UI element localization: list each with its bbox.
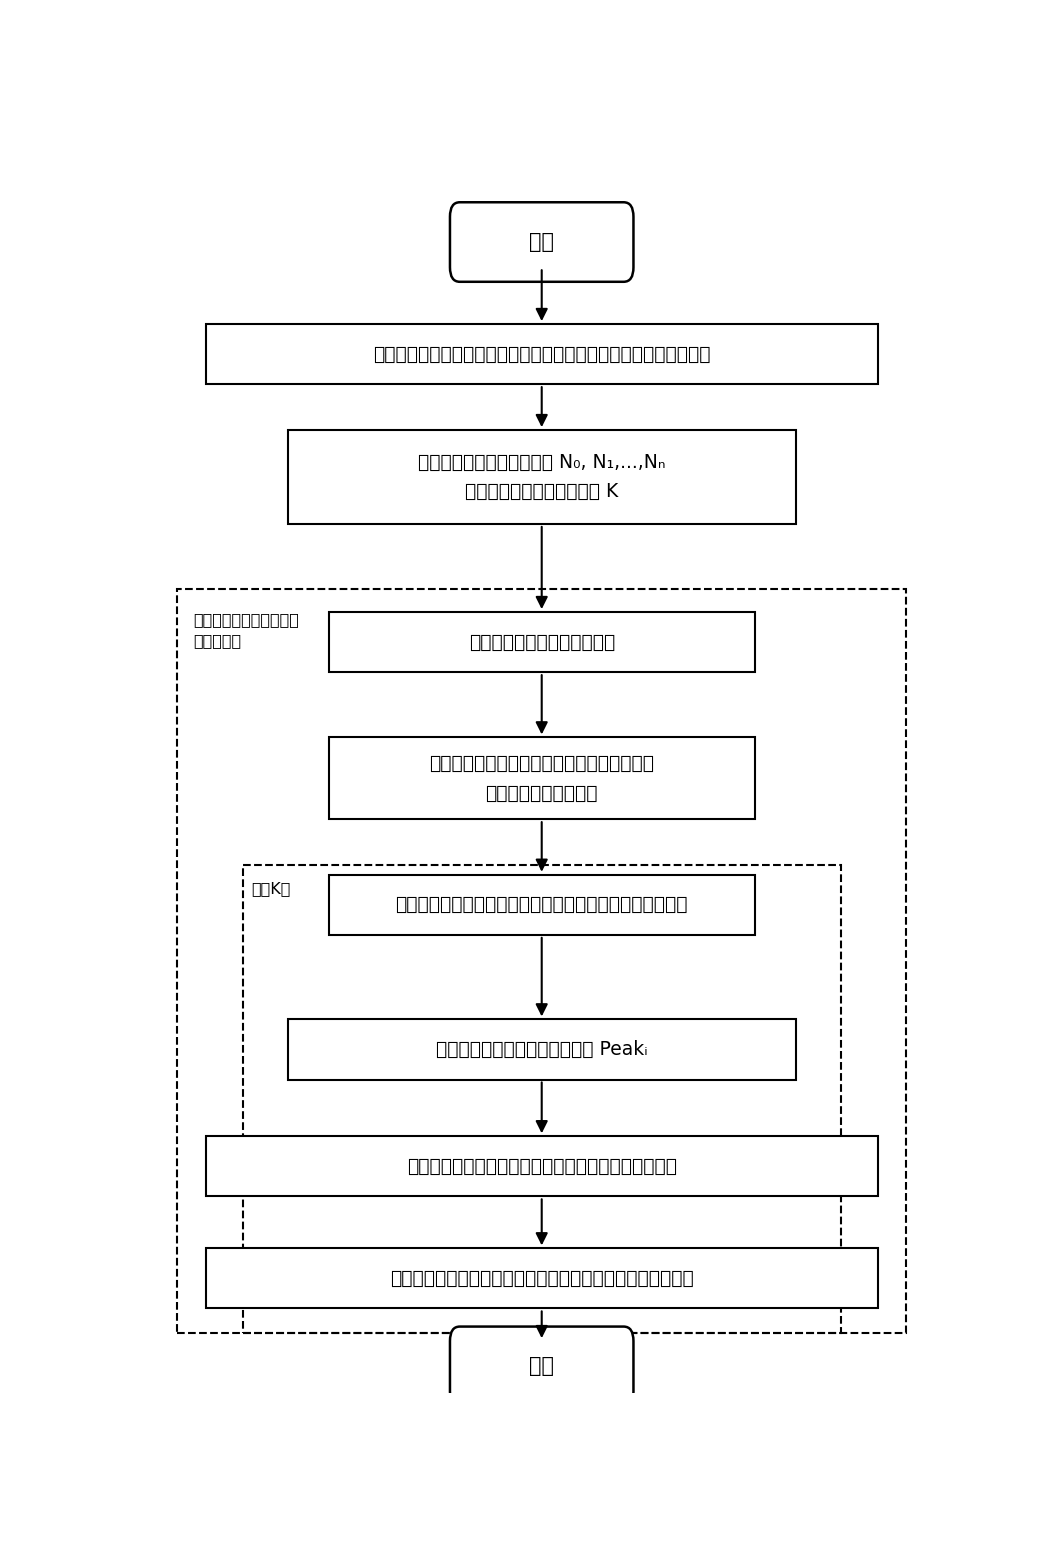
FancyBboxPatch shape [450, 202, 633, 282]
Bar [288, 430, 796, 524]
Text: 平均每组的谐波联合峰値，得到 Peakᵢ: 平均每组的谐波联合峰値，得到 Peakᵢ [435, 1039, 648, 1060]
Text: 并行解调二次、四次、六次和八次谐波分量；
对各分量幅值取绝对值: 并行解调二次、四次、六次和八次谐波分量； 对各分量幅值取绝对值 [429, 754, 654, 803]
Text: 利用最小二乘法拟合气体浓度値与各自的谐波联合峰値: 利用最小二乘法拟合气体浓度値与各自的谐波联合峰値 [407, 1157, 676, 1175]
Bar [206, 1136, 877, 1196]
Text: 开始: 开始 [530, 232, 554, 252]
Text: 对气室中充入指定浓度的气体: 对气室中充入指定浓度的气体 [468, 632, 615, 651]
FancyBboxPatch shape [450, 1327, 633, 1405]
Text: 确定目标气体的典型浓度值 N₀, N₁,...,Nₙ
确定每个浓度值测量的组数 K: 确定目标气体的典型浓度值 N₀, N₁,...,Nₙ 确定每个浓度值测量的组数 … [418, 452, 666, 501]
Text: 依次对所有的浓度典型値
完如下操作: 依次对所有的浓度典型値 完如下操作 [193, 612, 299, 648]
Text: 结束: 结束 [530, 1357, 554, 1376]
Bar [329, 612, 755, 673]
Bar [329, 875, 755, 934]
Bar [329, 737, 755, 818]
Bar [178, 588, 906, 1333]
Text: 循环K次: 循环K次 [251, 881, 291, 895]
Bar [206, 324, 877, 385]
Bar [206, 1249, 877, 1308]
Text: 测量待标定气体的谐波联合峰値；再利用拟合直线反演其浓度: 测量待标定气体的谐波联合峰値；再利用拟合直线反演其浓度 [390, 1269, 693, 1288]
Bar [243, 865, 840, 1333]
Text: 依据当前谐波联合方式联合相应谐波，并求取谐波联合峰値: 依据当前谐波联合方式联合相应谐波，并求取谐波联合峰値 [395, 895, 688, 914]
Bar [288, 1019, 796, 1080]
Text: 确定目标气体及其吸收波段；确定谐波联合方式；初始化内外部设备: 确定目标气体及其吸收波段；确定谐波联合方式；初始化内外部设备 [373, 344, 710, 363]
